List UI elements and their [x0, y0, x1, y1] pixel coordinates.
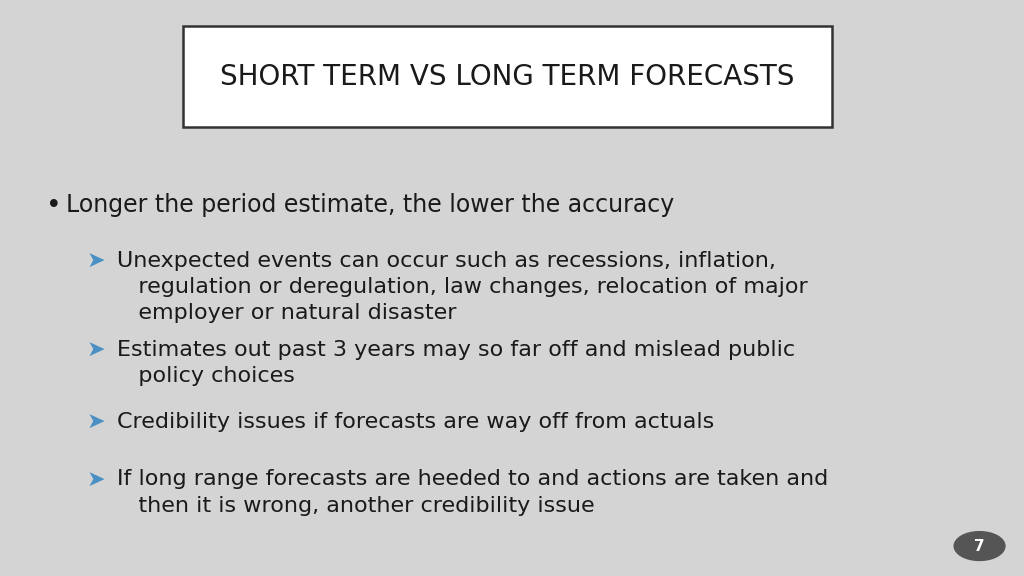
Text: 7: 7 [974, 539, 985, 554]
Text: •: • [46, 193, 61, 219]
Text: ➤: ➤ [86, 412, 104, 432]
Text: Estimates out past 3 years may so far off and mislead public
   policy choices: Estimates out past 3 years may so far of… [117, 340, 795, 386]
Text: ➤: ➤ [86, 251, 104, 271]
Text: If long range forecasts are heeded to and actions are taken and
   then it is wr: If long range forecasts are heeded to an… [117, 469, 828, 516]
Text: Credibility issues if forecasts are way off from actuals: Credibility issues if forecasts are way … [117, 412, 714, 432]
Text: ➤: ➤ [86, 469, 104, 490]
Text: SHORT TERM VS LONG TERM FORECASTS: SHORT TERM VS LONG TERM FORECASTS [220, 63, 795, 90]
Text: Unexpected events can occur such as recessions, inflation,
   regulation or dere: Unexpected events can occur such as rece… [117, 251, 808, 323]
Text: Longer the period estimate, the lower the accuracy: Longer the period estimate, the lower th… [66, 193, 674, 217]
Circle shape [954, 532, 1005, 560]
FancyBboxPatch shape [182, 26, 833, 127]
Text: ➤: ➤ [86, 340, 104, 360]
